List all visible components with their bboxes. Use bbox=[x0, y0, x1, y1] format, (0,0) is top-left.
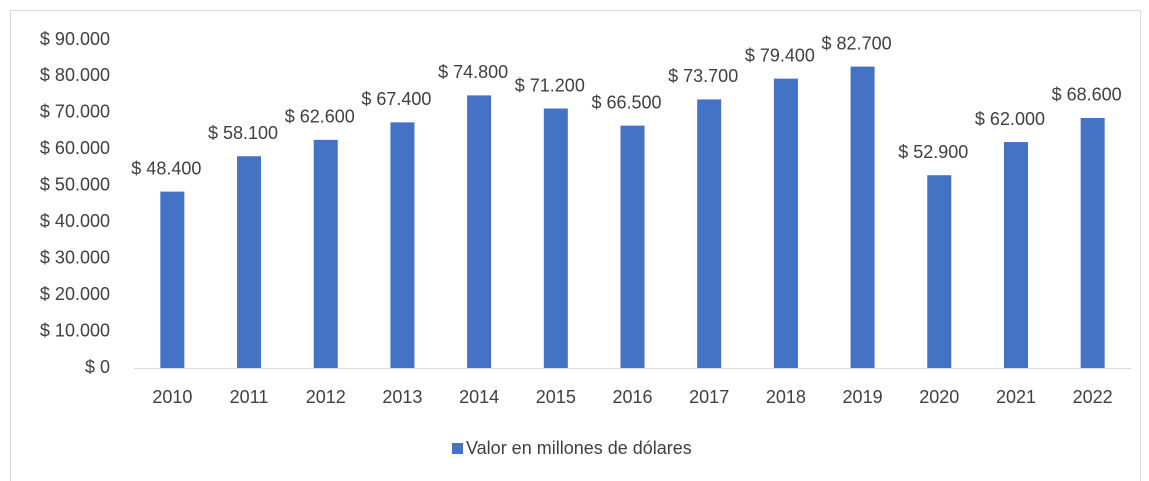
data-label: $ 52.900 bbox=[898, 142, 968, 162]
y-tick-label: $ 30.000 bbox=[40, 247, 110, 267]
bar bbox=[1080, 117, 1105, 368]
x-tick-label: 2016 bbox=[612, 387, 652, 407]
x-tick-label: 2019 bbox=[843, 387, 883, 407]
bar bbox=[467, 95, 492, 368]
x-tick-label: 2014 bbox=[459, 387, 499, 407]
data-label: $ 82.700 bbox=[822, 33, 892, 53]
data-label: $ 67.400 bbox=[361, 89, 431, 109]
x-tick-label: 2022 bbox=[1073, 387, 1113, 407]
data-label: $ 66.500 bbox=[591, 92, 661, 112]
x-tick-label: 2012 bbox=[306, 387, 346, 407]
bar bbox=[620, 125, 645, 369]
y-tick-label: $ 0 bbox=[85, 357, 110, 377]
y-tick-label: $ 60.000 bbox=[40, 138, 110, 158]
bar bbox=[237, 156, 262, 368]
bar bbox=[773, 78, 798, 369]
bar bbox=[160, 191, 185, 368]
y-tick-label: $ 40.000 bbox=[40, 211, 110, 231]
legend-label: Valor en millones de dólares bbox=[466, 438, 692, 458]
bar bbox=[927, 175, 952, 368]
x-tick-label: 2017 bbox=[689, 387, 729, 407]
y-tick-label: $ 50.000 bbox=[40, 175, 110, 195]
x-tick-label: 2021 bbox=[996, 387, 1036, 407]
x-tick-label: 2018 bbox=[766, 387, 806, 407]
bar bbox=[1003, 142, 1028, 368]
chart-border bbox=[10, 10, 1141, 481]
bar bbox=[390, 122, 415, 368]
bar bbox=[543, 108, 568, 368]
bar bbox=[850, 66, 875, 369]
data-label: $ 48.400 bbox=[131, 158, 201, 178]
y-tick-label: $ 10.000 bbox=[40, 320, 110, 340]
y-tick-label: $ 70.000 bbox=[40, 102, 110, 122]
data-label: $ 68.600 bbox=[1052, 85, 1122, 105]
y-tick-label: $ 80.000 bbox=[40, 65, 110, 85]
bar bbox=[313, 139, 338, 368]
bar bbox=[697, 99, 722, 368]
x-tick-label: 2010 bbox=[152, 387, 192, 407]
y-tick-label: $ 90.000 bbox=[40, 29, 110, 49]
data-label: $ 74.800 bbox=[438, 62, 508, 82]
data-label: $ 71.200 bbox=[515, 75, 585, 95]
x-tick-label: 2020 bbox=[919, 387, 959, 407]
x-tick-label: 2011 bbox=[230, 387, 269, 407]
data-label: $ 79.400 bbox=[745, 45, 815, 65]
data-label: $ 58.100 bbox=[208, 123, 278, 143]
data-label: $ 62.600 bbox=[285, 107, 355, 127]
data-label: $ 62.000 bbox=[975, 109, 1045, 129]
legend-swatch bbox=[452, 443, 463, 454]
data-label: $ 73.700 bbox=[668, 66, 738, 86]
x-tick-label: 2013 bbox=[382, 387, 422, 407]
y-tick-label: $ 20.000 bbox=[40, 284, 110, 304]
x-tick-label: 2015 bbox=[536, 387, 576, 407]
